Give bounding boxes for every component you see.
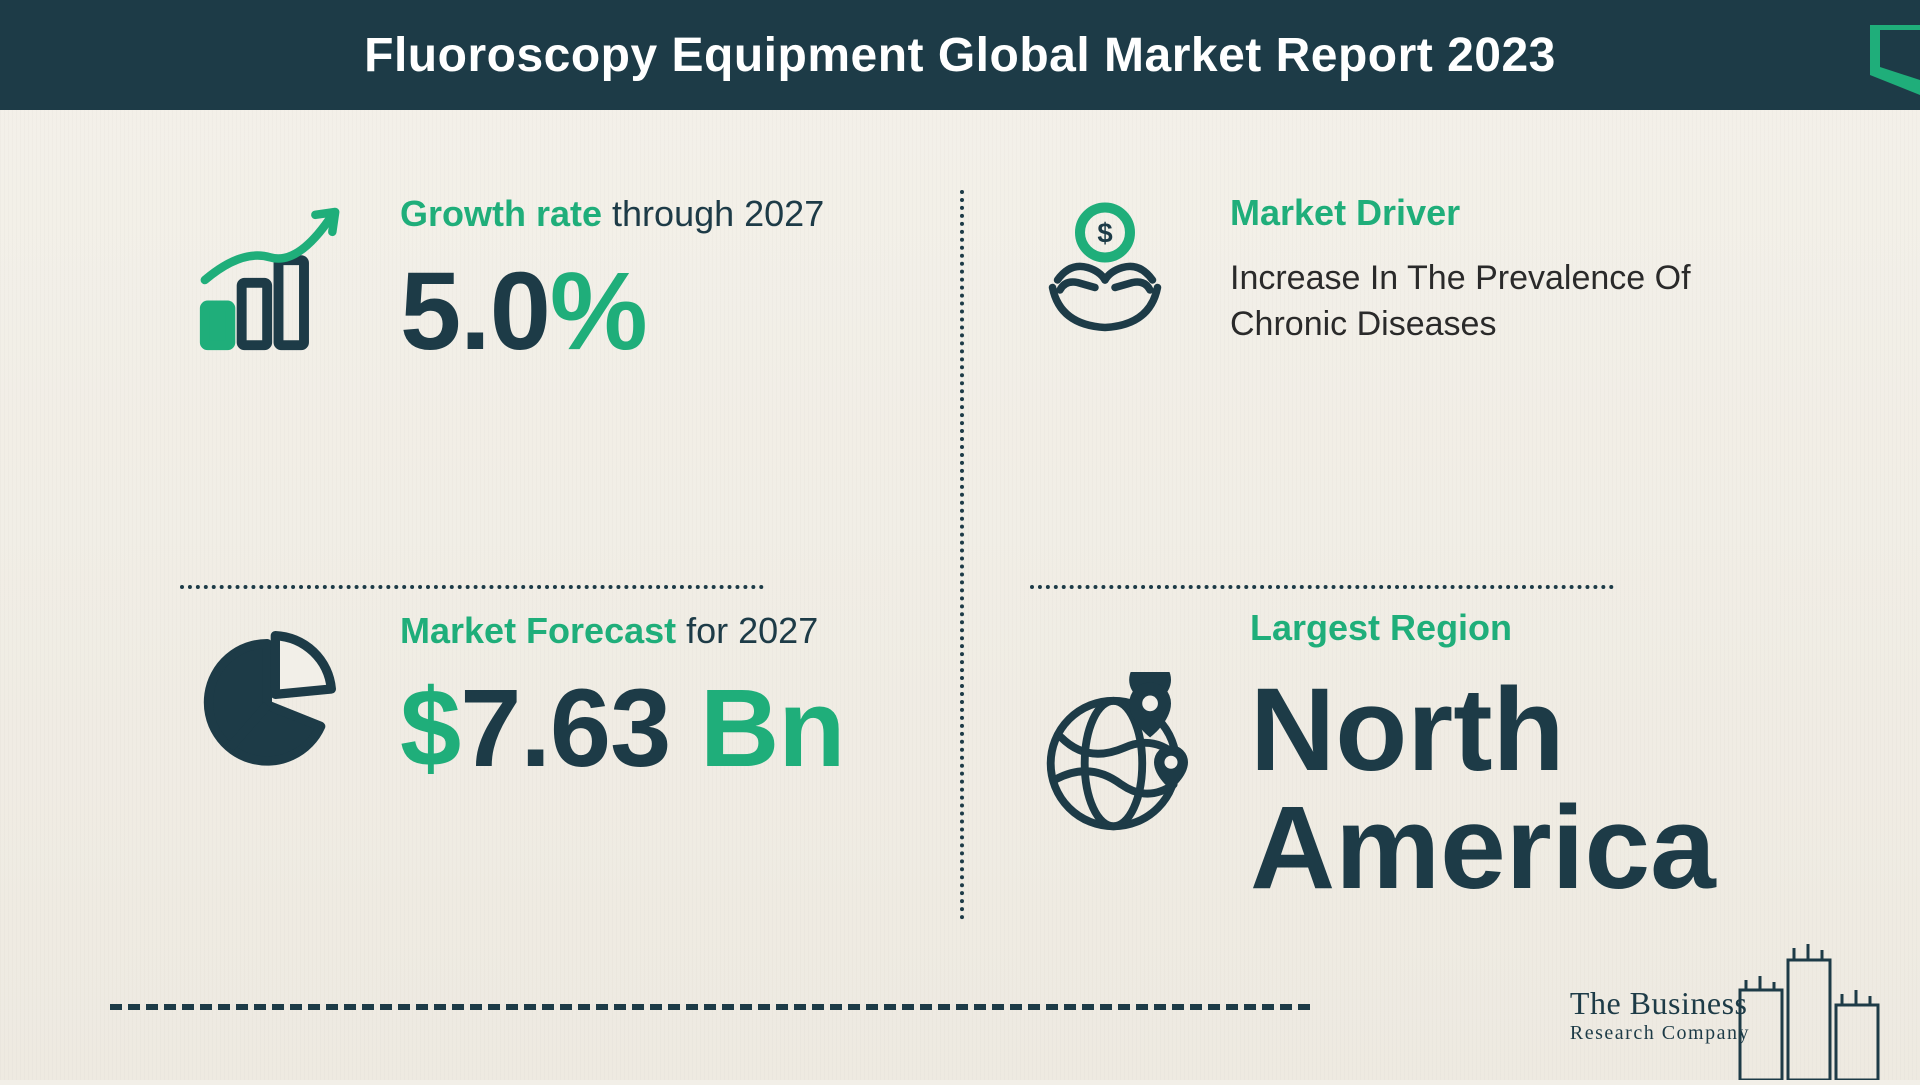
region-line2: America — [1250, 789, 1716, 907]
forecast-value: $7.63 Bn — [400, 674, 844, 784]
growth-value-unit: % — [550, 250, 647, 373]
driver-text: Increase In The Prevalence Of Chronic Di… — [1230, 256, 1760, 348]
growth-rate-cell: Growth rate through 2027 5.0% — [140, 170, 950, 545]
dotted-divider — [180, 585, 764, 589]
growth-label-accent: Growth rate — [400, 193, 602, 234]
growth-value: 5.0% — [400, 257, 824, 367]
content-grid: Growth rate through 2027 5.0% $ — [0, 110, 1920, 1000]
report-title: Fluoroscopy Equipment Global Market Repo… — [364, 28, 1556, 83]
company-logo-text: The Business Research Company — [1570, 985, 1750, 1045]
pie-chart-icon — [180, 607, 360, 787]
region-value: North America — [1250, 671, 1716, 907]
growth-label-rest: through 2027 — [602, 193, 824, 234]
growth-chart-icon — [180, 190, 360, 370]
logo-line2: Research Company — [1570, 1022, 1750, 1045]
hands-coin-icon: $ — [1030, 190, 1190, 350]
forecast-label: Market Forecast for 2027 — [400, 610, 844, 652]
dotted-divider — [1030, 585, 1614, 589]
market-driver-cell: $ Market Driver Increase In The Prevalen… — [990, 170, 1800, 545]
company-logo: The Business Research Company — [1510, 930, 1890, 1080]
growth-label: Growth rate through 2027 — [400, 193, 824, 235]
largest-region-cell: Largest Region North America — [990, 565, 1800, 940]
globe-pin-icon — [1030, 667, 1210, 847]
forecast-label-accent: Market Forecast — [400, 610, 676, 651]
forecast-number: 7.63 — [460, 667, 670, 790]
bottom-dashed-line — [110, 1004, 1310, 1010]
forecast-label-rest: for 2027 — [676, 610, 818, 651]
region-line1: North — [1250, 671, 1716, 789]
growth-value-number: 5.0 — [400, 250, 550, 373]
market-forecast-cell: Market Forecast for 2027 $7.63 Bn — [140, 565, 950, 940]
svg-text:$: $ — [1097, 218, 1112, 249]
forecast-suffix: Bn — [670, 667, 844, 790]
logo-line1: The Business — [1570, 985, 1750, 1022]
region-label: Largest Region — [1250, 607, 1716, 649]
report-title-bar: Fluoroscopy Equipment Global Market Repo… — [0, 0, 1920, 110]
corner-decoration — [1870, 25, 1920, 95]
driver-label: Market Driver — [1230, 192, 1760, 234]
forecast-prefix: $ — [400, 667, 460, 790]
vertical-divider — [960, 190, 964, 920]
